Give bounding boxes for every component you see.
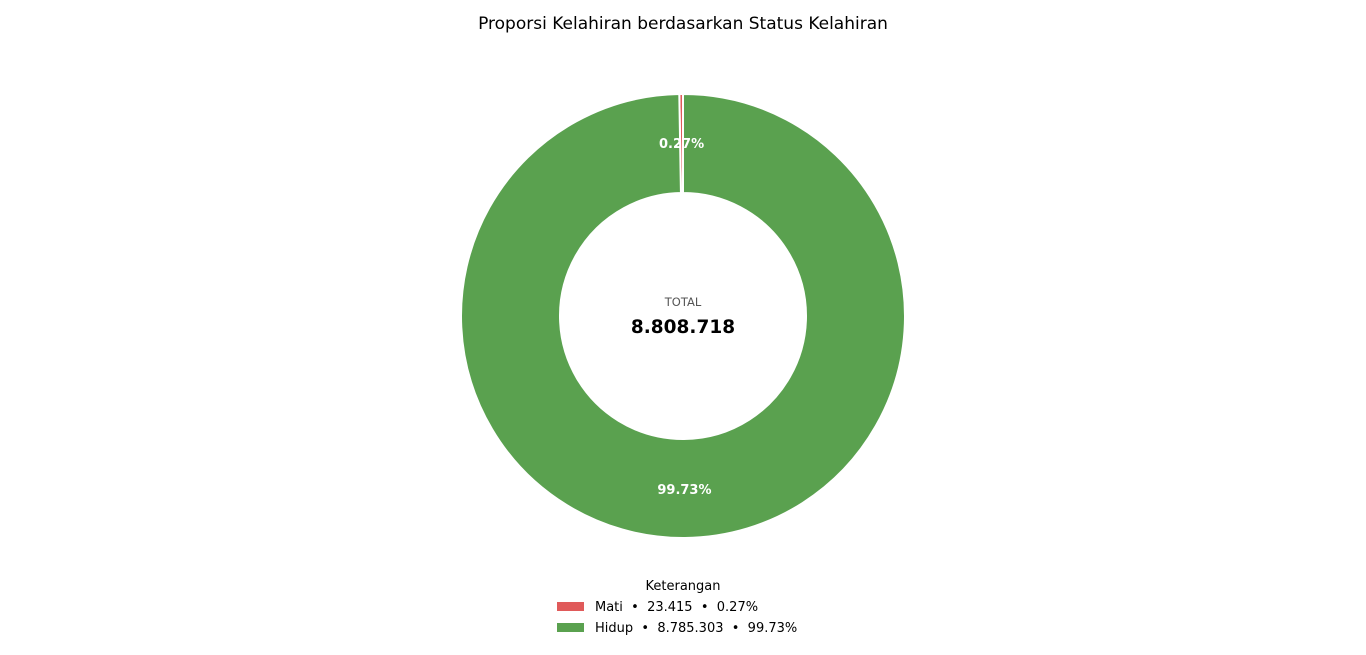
legend-swatch-hidup — [557, 623, 584, 632]
legend-swatch-mati — [557, 602, 584, 611]
legend-title: Keterangan — [646, 579, 721, 594]
legend: Mati • 23.415 • 0.27% Hidup • 8.785.303 •… — [557, 600, 797, 636]
donut-slice-hidup — [460, 92, 906, 539]
legend-label-hidup: Hidup • 8.785.303 • 99.73% — [595, 621, 797, 636]
donut-slices — [460, 92, 906, 539]
legend-label-mati: Mati • 23.415 • 0.27% — [595, 600, 758, 615]
donut-slice-labels: 0.27% 99.73% — [657, 137, 711, 498]
center-total-caption: TOTAL — [664, 295, 702, 309]
center-total-value: 8.808.718 — [631, 317, 735, 338]
slice-percent-label-hidup: 99.73% — [657, 483, 711, 498]
chart-title: Proporsi Kelahiran berdasarkan Status Ke… — [478, 14, 888, 34]
slice-percent-label-mati: 0.27% — [659, 137, 704, 152]
